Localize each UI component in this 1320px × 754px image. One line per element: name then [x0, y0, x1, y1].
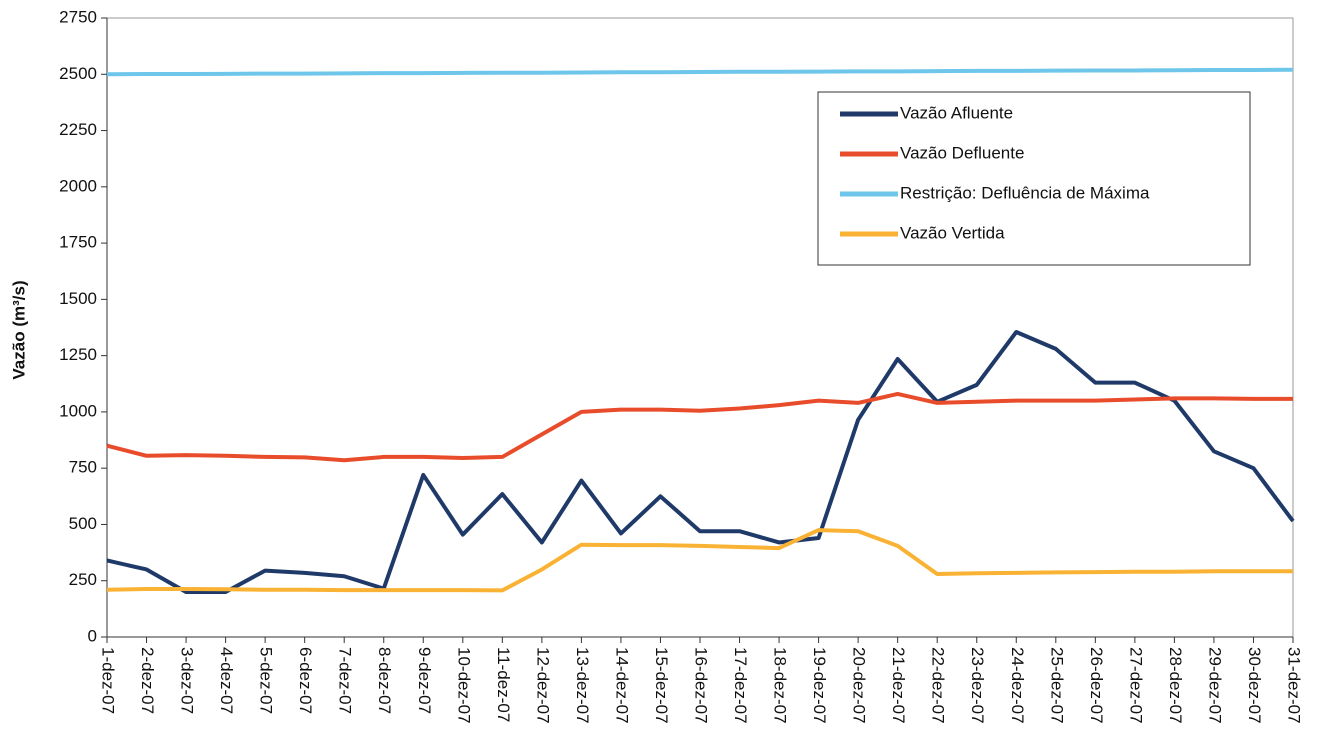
- x-tick-label: 6-dez-07: [296, 647, 315, 714]
- series-line: [106, 330, 1295, 594]
- x-tick-label: 19-dez-07: [810, 647, 829, 724]
- x-tick-label: 30-dez-07: [1245, 647, 1264, 724]
- y-tick-label: 2000: [59, 176, 97, 195]
- x-tick-label: 5-dez-07: [257, 647, 276, 714]
- x-tick-label: 17-dez-07: [731, 647, 750, 724]
- series-line: [106, 391, 1293, 463]
- x-tick-label: 21-dez-07: [889, 647, 908, 724]
- x-tick-label: 22-dez-07: [929, 647, 948, 724]
- x-tick-label: 28-dez-07: [1166, 647, 1185, 724]
- legend-label: Vazão Afluente: [900, 103, 1013, 122]
- x-tick-label: 15-dez-07: [652, 647, 671, 724]
- legend-label: Restrição: Defluência de Máxima: [900, 183, 1150, 202]
- x-tick-label: 29-dez-07: [1205, 647, 1224, 724]
- legend-box: [817, 91, 1251, 266]
- x-tick-label: 23-dez-07: [968, 647, 987, 724]
- y-tick-label: 1500: [59, 289, 97, 308]
- x-tick-label: 8-dez-07: [375, 647, 394, 714]
- x-tick-label: 27-dez-07: [1126, 647, 1145, 724]
- y-tick-label: 750: [69, 458, 97, 477]
- x-tick-label: 2-dez-07: [138, 647, 157, 714]
- x-tick-label: 12-dez-07: [533, 647, 552, 724]
- x-tick-label: 18-dez-07: [771, 647, 790, 724]
- x-tick-label: 14-dez-07: [612, 647, 631, 724]
- x-tick-label: 10-dez-07: [454, 647, 473, 724]
- x-tick-label: 9-dez-07: [415, 647, 434, 714]
- y-axis-label: Vazão (m³/s): [9, 280, 28, 379]
- x-tick-label: 11-dez-07: [494, 647, 513, 722]
- x-tick-label: 3-dez-07: [178, 647, 197, 714]
- y-tick-label: 250: [69, 570, 97, 589]
- y-tick-label: 2250: [59, 120, 97, 139]
- y-tick-label: 2750: [59, 7, 97, 26]
- x-tick-label: 16-dez-07: [692, 647, 711, 724]
- x-tick-label: 31-dez-07: [1285, 647, 1304, 724]
- x-tick-label: 13-dez-07: [573, 647, 592, 724]
- y-tick-label: 2500: [59, 64, 97, 83]
- legend-label: Vazão Defluente: [900, 143, 1024, 162]
- legend-label: Vazão Vertida: [900, 223, 1005, 242]
- x-tick-label: 25-dez-07: [1047, 647, 1066, 724]
- x-tick-label: 7-dez-07: [336, 647, 355, 714]
- y-tick-label: 1250: [59, 345, 97, 364]
- y-tick-label: 1000: [59, 401, 97, 420]
- y-tick-label: 500: [69, 514, 97, 533]
- x-tick-label: 24-dez-07: [1008, 647, 1027, 724]
- series-line: [106, 528, 1293, 593]
- y-tick-label: 1750: [59, 233, 97, 252]
- x-tick-label: 1-dez-07: [99, 647, 118, 714]
- series-line: [106, 67, 1294, 77]
- y-tick-label: 0: [88, 626, 97, 645]
- x-tick-label: 20-dez-07: [850, 647, 869, 724]
- x-tick-label: 4-dez-07: [217, 647, 236, 714]
- x-tick-label: 26-dez-07: [1087, 647, 1106, 724]
